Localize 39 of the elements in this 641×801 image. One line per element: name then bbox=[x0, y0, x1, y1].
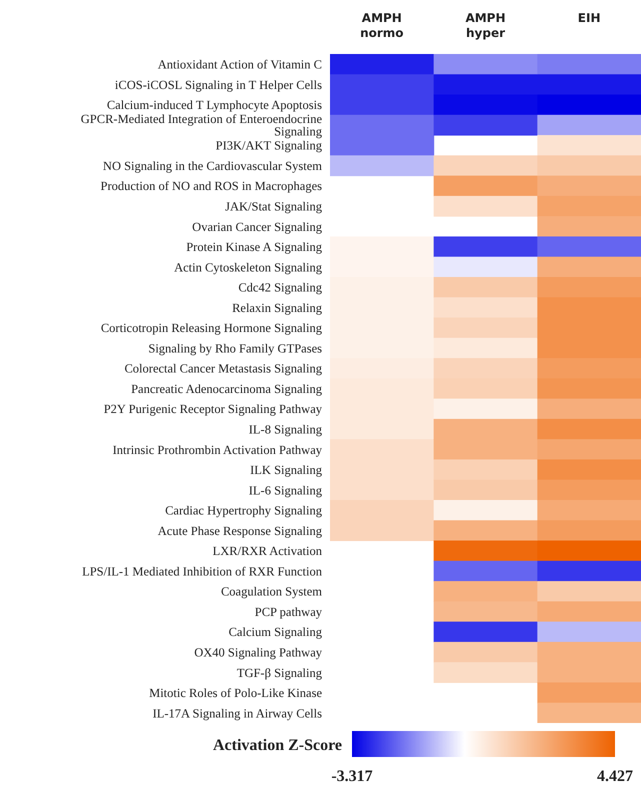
color-bar-title: Activation Z-Score bbox=[212, 737, 342, 754]
y-tick-label: Acute Phase Response Signaling bbox=[158, 524, 323, 538]
y-tick-label: P2Y Purigenic Receptor Signaling Pathway bbox=[104, 402, 323, 416]
x-tick-label: EIH bbox=[578, 11, 601, 25]
y-tick-label: Cdc42 Signaling bbox=[238, 280, 323, 295]
y-tick-label: Pancreatic Adenocarcinoma Signaling bbox=[131, 382, 323, 396]
y-tick-label: LPS/IL-1 Mediated Inhibition of RXR Function bbox=[82, 564, 323, 578]
y-tick-label: Relaxin Signaling bbox=[232, 300, 323, 315]
color-bar-label: -3.317 bbox=[331, 768, 373, 785]
y-tick-label: Corticotropin Releasing Hormone Signaling bbox=[100, 321, 323, 336]
y-tick-label: JAK/Stat Signaling bbox=[225, 199, 323, 214]
y-tick-label: Ovarian Cancer Signaling bbox=[192, 220, 323, 234]
y-tick-label: iCOS-iCOSL Signaling in T Helper Cells bbox=[114, 78, 322, 92]
x-tick-label: AMPH normo bbox=[360, 11, 404, 40]
y-tick-label: Calcium-induced T Lymphocyte Apoptosis bbox=[106, 98, 322, 112]
y-tick-label: IL-6 Signaling bbox=[248, 483, 323, 498]
y-tick-label: PI3K/AKT Signaling bbox=[216, 138, 323, 153]
y-tick-label: PCP pathway bbox=[254, 604, 323, 619]
y-tick-label: Cardiac Hypertrophy Signaling bbox=[165, 504, 323, 518]
y-tick-label: Production of NO and ROS in Macrophages bbox=[100, 179, 322, 194]
y-tick-label: Actin Cytoskeleton Signaling bbox=[174, 260, 323, 274]
y-tick-label: GPCR-Mediated Integration of Enteroendocrine Signaling bbox=[80, 112, 323, 139]
y-tick-label: NO Signaling in the Cardiovascular System bbox=[102, 158, 322, 173]
y-tick-label: Antioxidant Action of Vitamin C bbox=[158, 58, 322, 72]
color-bar-label: 4.427 bbox=[597, 768, 633, 785]
y-tick-label: Intrinsic Prothrombin Activation Pathway bbox=[112, 442, 323, 457]
y-tick-label: Colorectal Cancer Metastasis Signaling bbox=[124, 362, 323, 376]
y-tick-label: TGF-β Signaling bbox=[236, 666, 323, 680]
y-tick-label: ILK Signaling bbox=[250, 463, 323, 478]
y-tick-label: LXR/RXR Activation bbox=[212, 544, 323, 558]
y-tick-label: Protein Kinase A Signaling bbox=[186, 240, 323, 254]
x-tick-label: AMPH hyper bbox=[465, 11, 506, 40]
y-tick-label: OX40 Signaling Pathway bbox=[194, 645, 323, 660]
y-tick-label: IL-17A Signaling in Airway Cells bbox=[152, 706, 322, 720]
y-tick-label: Mitotic Roles of Polo-Like Kinase bbox=[149, 686, 322, 700]
y-tick-label: IL-8 Signaling bbox=[248, 422, 323, 436]
y-tick-label: Calcium Signaling bbox=[228, 625, 323, 640]
y-tick-label: Coagulation System bbox=[220, 584, 322, 599]
y-tick-label: Signaling by Rho Family GTPases bbox=[148, 341, 322, 356]
